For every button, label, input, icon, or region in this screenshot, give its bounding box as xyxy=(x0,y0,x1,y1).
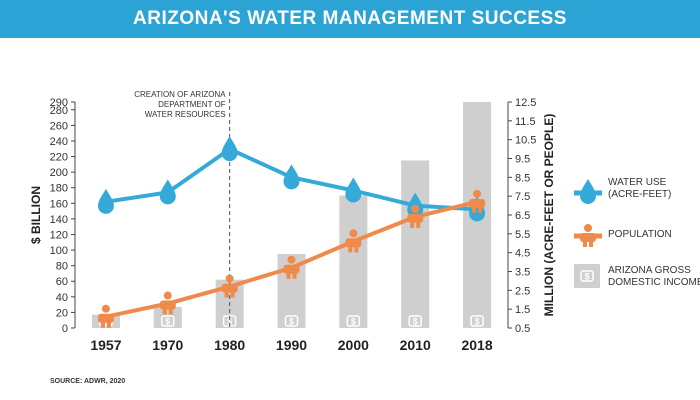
svg-text:$: $ xyxy=(413,317,418,327)
left-tick-label: 120 xyxy=(50,229,68,241)
legend-gdi-text: ARIZONA GROSS DOMESTIC INCOME xyxy=(608,265,700,288)
x-tick-label: 1980 xyxy=(214,337,245,353)
x-tick-label: 1957 xyxy=(90,337,121,353)
water-drop-icon xyxy=(283,164,300,190)
x-tick-label: 2010 xyxy=(400,337,431,353)
gdi-bar xyxy=(401,160,430,328)
right-tick-label: 8.5 xyxy=(515,172,530,184)
person-icon xyxy=(221,274,238,298)
chart-title: ARIZONA'S WATER MANAGEMENT SUCCESS xyxy=(133,8,567,29)
svg-text:$: $ xyxy=(475,317,480,327)
left-tick-label: 80 xyxy=(56,261,68,273)
left-tick-label: 180 xyxy=(50,183,68,195)
legend-person-icon xyxy=(580,224,596,247)
right-tick-label: 0.5 xyxy=(515,323,530,335)
annotation-text: WATER RESOURCES xyxy=(145,110,226,119)
right-tick-label: 6.5 xyxy=(515,210,530,222)
person-icon xyxy=(407,204,424,228)
left-tick-label: 200 xyxy=(50,167,68,179)
left-tick-label: 220 xyxy=(50,152,68,164)
legend-gdi-swatch xyxy=(574,264,600,288)
dollar-icon: $ xyxy=(346,315,361,327)
person-icon xyxy=(283,255,300,279)
annotation-text: CREATION OF ARIZONA xyxy=(134,90,226,99)
left-tick-label: 260 xyxy=(50,120,68,132)
y2-axis-label: MILLION (ACRE-FEET OR PEOPLE) xyxy=(542,114,556,317)
right-tick-label: 7.5 xyxy=(515,191,530,203)
person-icon xyxy=(97,304,114,328)
svg-text:$: $ xyxy=(165,317,170,327)
right-tick-label: 10.5 xyxy=(515,135,536,147)
legend-water-drop-icon xyxy=(580,179,596,204)
right-tick-label: 4.5 xyxy=(515,248,530,260)
left-tick-label: 160 xyxy=(50,198,68,210)
svg-text:$: $ xyxy=(584,272,589,282)
right-tick-label: 11.5 xyxy=(515,116,536,128)
left-tick-label: 290 xyxy=(50,97,68,109)
water-drop-icon xyxy=(159,179,176,205)
title-banner: ARIZONA'S WATER MANAGEMENT SUCCESS xyxy=(0,0,700,38)
gdi-bar xyxy=(153,306,182,328)
x-tick-label: 1970 xyxy=(152,337,183,353)
right-tick-label: 1.5 xyxy=(515,304,530,316)
water-drop-icon xyxy=(97,188,114,214)
water-drop-icon xyxy=(221,136,238,162)
x-tick-label: 2018 xyxy=(461,337,492,353)
right-tick-label: 12.5 xyxy=(515,97,536,109)
right-tick-label: 3.5 xyxy=(515,267,530,279)
person-icon xyxy=(159,291,176,315)
left-tick-label: 20 xyxy=(56,307,68,319)
water-drop-icon xyxy=(469,196,486,222)
svg-text:$: $ xyxy=(351,317,356,327)
dollar-icon: $ xyxy=(161,315,175,327)
water-drop-icon xyxy=(345,177,362,203)
y-axis-label: $ BILLION xyxy=(29,186,43,244)
x-tick-label: 2000 xyxy=(338,337,369,353)
left-tick-label: 140 xyxy=(50,214,68,226)
annotation-text: DEPARTMENT OF xyxy=(158,100,226,109)
svg-text:$: $ xyxy=(289,317,294,327)
right-tick-label: 2.5 xyxy=(515,285,530,297)
legend-water-text: WATER USE (ACRE-FEET) xyxy=(608,177,671,200)
source-note: SOURCE: ADWR, 2020 xyxy=(50,378,126,385)
dollar-icon: $ xyxy=(470,315,484,327)
legend-dollar-icon: $ xyxy=(580,270,594,282)
legend-population-text: POPULATION xyxy=(608,229,672,240)
left-tick-label: 60 xyxy=(56,276,68,288)
svg-text:$: $ xyxy=(227,317,232,327)
left-tick-label: 100 xyxy=(50,245,68,257)
person-icon xyxy=(345,229,362,253)
gdi-bar xyxy=(339,195,368,328)
left-tick-label: 40 xyxy=(56,292,68,304)
left-tick-label: 280 xyxy=(50,105,68,117)
person-icon xyxy=(469,189,486,213)
dollar-icon: $ xyxy=(408,315,422,327)
right-tick-label: 9.5 xyxy=(515,154,530,166)
right-tick-label: 5.5 xyxy=(515,229,530,241)
x-tick-label: 1990 xyxy=(276,337,307,353)
left-tick-label: 0 xyxy=(62,323,68,335)
left-tick-label: 240 xyxy=(50,136,68,148)
dollar-icon: $ xyxy=(284,315,299,327)
